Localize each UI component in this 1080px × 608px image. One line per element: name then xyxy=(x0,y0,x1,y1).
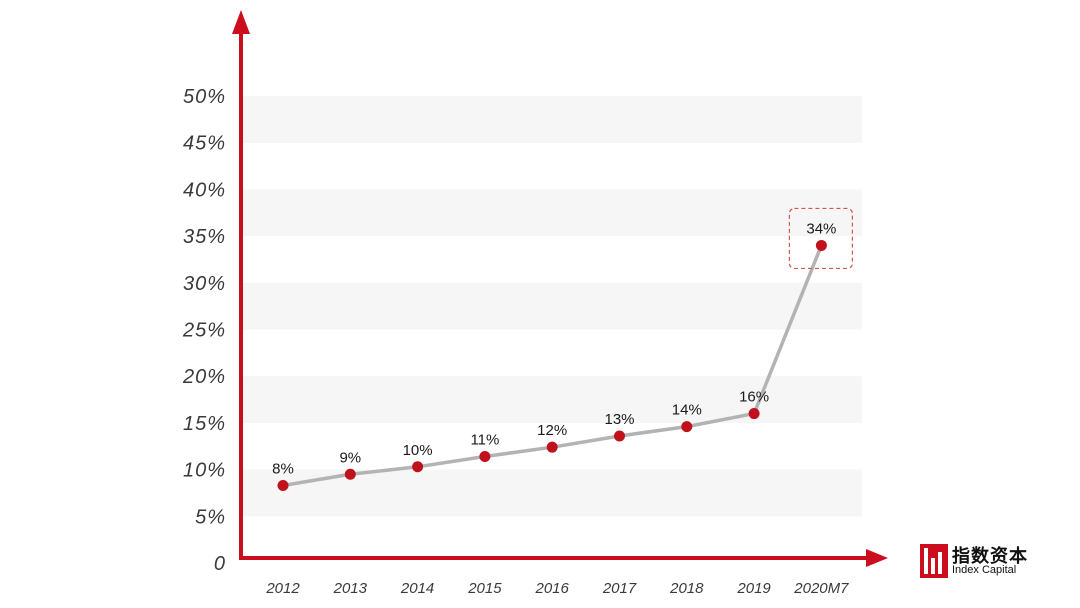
y-tick-label: 5% xyxy=(195,506,226,528)
x-tick-label: 2014 xyxy=(400,580,434,597)
brand-logo-mark xyxy=(920,544,948,578)
highlight-box xyxy=(788,207,854,270)
y-tick-label: 45% xyxy=(183,133,226,155)
grid-band xyxy=(243,189,862,237)
data-label: 11% xyxy=(470,432,499,449)
data-point xyxy=(412,461,424,473)
brand-name-cn: 指数资本 xyxy=(952,546,1028,567)
grid-band xyxy=(243,96,862,143)
data-label: 10% xyxy=(403,442,433,459)
data-point xyxy=(748,408,760,420)
grid-band xyxy=(243,282,862,330)
x-tick-label: 2013 xyxy=(333,580,368,597)
y-axis-ticks: 0 5% 10% 15% 20% 25% 30% 35% 40% 45% 50% xyxy=(182,86,226,575)
data-markers xyxy=(277,239,827,491)
data-labels: 8% 9% 10% 11% 12% 13% 14% 16% 34% xyxy=(272,207,854,477)
data-label: 16% xyxy=(739,389,769,406)
y-tick-label: 10% xyxy=(183,460,226,482)
data-point xyxy=(614,430,625,442)
grid-bands xyxy=(243,96,862,517)
y-tick-label: 35% xyxy=(183,226,226,248)
x-tick-label: 2012 xyxy=(265,580,300,597)
brand-name-en: Index Capital xyxy=(952,564,1017,576)
grid-band xyxy=(243,376,862,423)
x-tick-label: 2017 xyxy=(602,580,637,597)
data-point xyxy=(815,239,827,251)
y-tick-label: 0 xyxy=(214,553,226,575)
data-point xyxy=(277,479,289,491)
data-point xyxy=(681,421,693,433)
x-tick-label: 2020M7 xyxy=(793,580,849,597)
data-label: 9% xyxy=(339,449,361,466)
y-tick-label: 40% xyxy=(183,179,226,201)
x-axis-ticks: 2012 2013 2014 2015 2016 2017 2018 2019 2020M7 xyxy=(265,580,849,597)
x-tick-label: 2018 xyxy=(669,580,704,597)
data-point xyxy=(546,441,558,453)
data-label: 12% xyxy=(537,422,567,439)
data-label: 14% xyxy=(672,402,702,419)
x-axis-arrow xyxy=(866,549,888,567)
x-tick-label: 2016 xyxy=(535,580,570,597)
data-point xyxy=(479,451,491,463)
y-tick-label: 20% xyxy=(182,366,226,388)
y-tick-label: 50% xyxy=(183,86,226,108)
brand-logo: 指数资本 Index Capital xyxy=(920,542,1060,582)
y-tick-label: 25% xyxy=(182,320,226,342)
y-tick-label: 30% xyxy=(183,273,226,295)
x-tick-label: 2019 xyxy=(736,580,771,597)
y-axis-arrow xyxy=(232,10,250,34)
data-label: 13% xyxy=(604,411,634,428)
data-label: 8% xyxy=(272,460,294,477)
data-point xyxy=(344,468,356,480)
axes xyxy=(232,10,888,567)
y-tick-label: 15% xyxy=(183,413,226,435)
data-label: 34% xyxy=(806,220,836,237)
x-tick-label: 2015 xyxy=(467,580,502,597)
